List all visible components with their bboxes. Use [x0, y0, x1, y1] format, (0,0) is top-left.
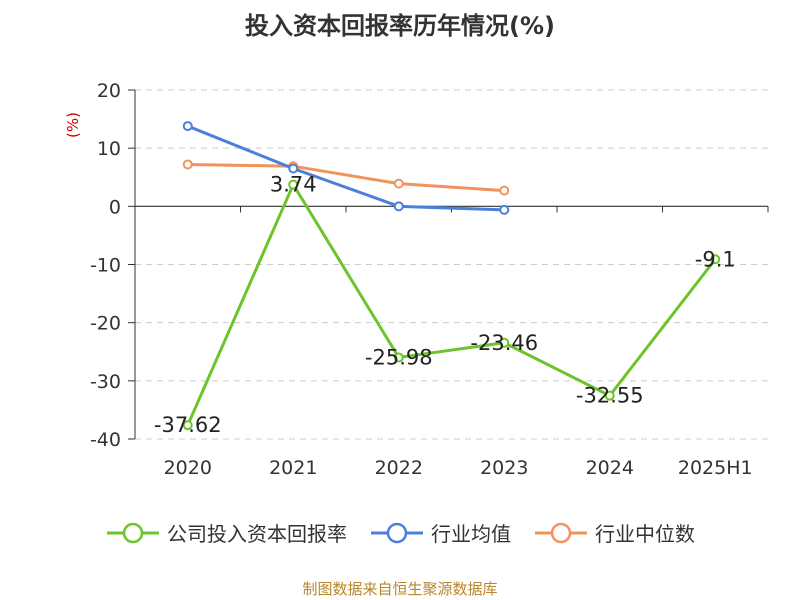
legend-label: 行业均值 [431, 522, 511, 546]
data-point [288, 179, 299, 190]
data-label: -32.55 [576, 384, 644, 408]
x-tick-label: 2021 [269, 457, 317, 479]
legend-label: 公司投入资本回报率 [167, 522, 347, 546]
data-point [182, 159, 193, 170]
legend-item[interactable]: 行业中位数 [533, 518, 695, 547]
data-point [499, 204, 510, 215]
x-tick-label: 2023 [480, 457, 528, 479]
data-label: -37.62 [154, 413, 222, 437]
y-tick-label: 20 [97, 80, 121, 102]
data-point [499, 337, 510, 348]
data-point [288, 163, 299, 174]
data-source-note: 制图数据来自恒生聚源数据库 [302, 580, 498, 598]
data-point [499, 185, 510, 196]
y-tick-label: -40 [90, 429, 121, 451]
data-point [182, 420, 193, 431]
y-tick-label: -10 [90, 255, 121, 277]
legend-line-icon [107, 522, 159, 543]
y-tick-label: 10 [97, 138, 121, 160]
data-label: -25.98 [365, 345, 433, 369]
data-label: -23.46 [470, 331, 538, 355]
data-point [182, 121, 193, 132]
x-tick-label: 2022 [375, 457, 423, 479]
chart-title: 投入资本回报率历年情况(%) [245, 12, 555, 40]
y-tick-label: -20 [90, 313, 121, 335]
x-tick-label: 2020 [164, 457, 212, 479]
data-point [393, 201, 404, 212]
data-point [393, 352, 404, 363]
data-label: -9.1 [695, 247, 736, 271]
y-axis-label: (%) [64, 112, 82, 138]
series-line [186, 183, 717, 426]
series-line [187, 124, 505, 212]
legend-item[interactable]: 公司投入资本回报率 [105, 518, 347, 547]
x-tick-label: 2025H1 [678, 457, 753, 479]
y-tick-label: 0 [109, 196, 121, 218]
data-point [393, 178, 404, 189]
legend-line-icon [371, 522, 423, 543]
data-label: 3.74 [270, 173, 317, 197]
legend-item[interactable]: 行业均值 [369, 518, 511, 547]
x-tick-label: 2024 [586, 457, 634, 479]
series-line [187, 162, 505, 193]
y-tick-label: -30 [90, 371, 121, 393]
data-point [710, 254, 721, 265]
legend-label: 行业中位数 [595, 522, 695, 546]
data-point [604, 390, 615, 401]
legend: 公司投入资本回报率 行业均值 行业中位数 [0, 518, 800, 547]
legend-line-icon [535, 522, 587, 543]
